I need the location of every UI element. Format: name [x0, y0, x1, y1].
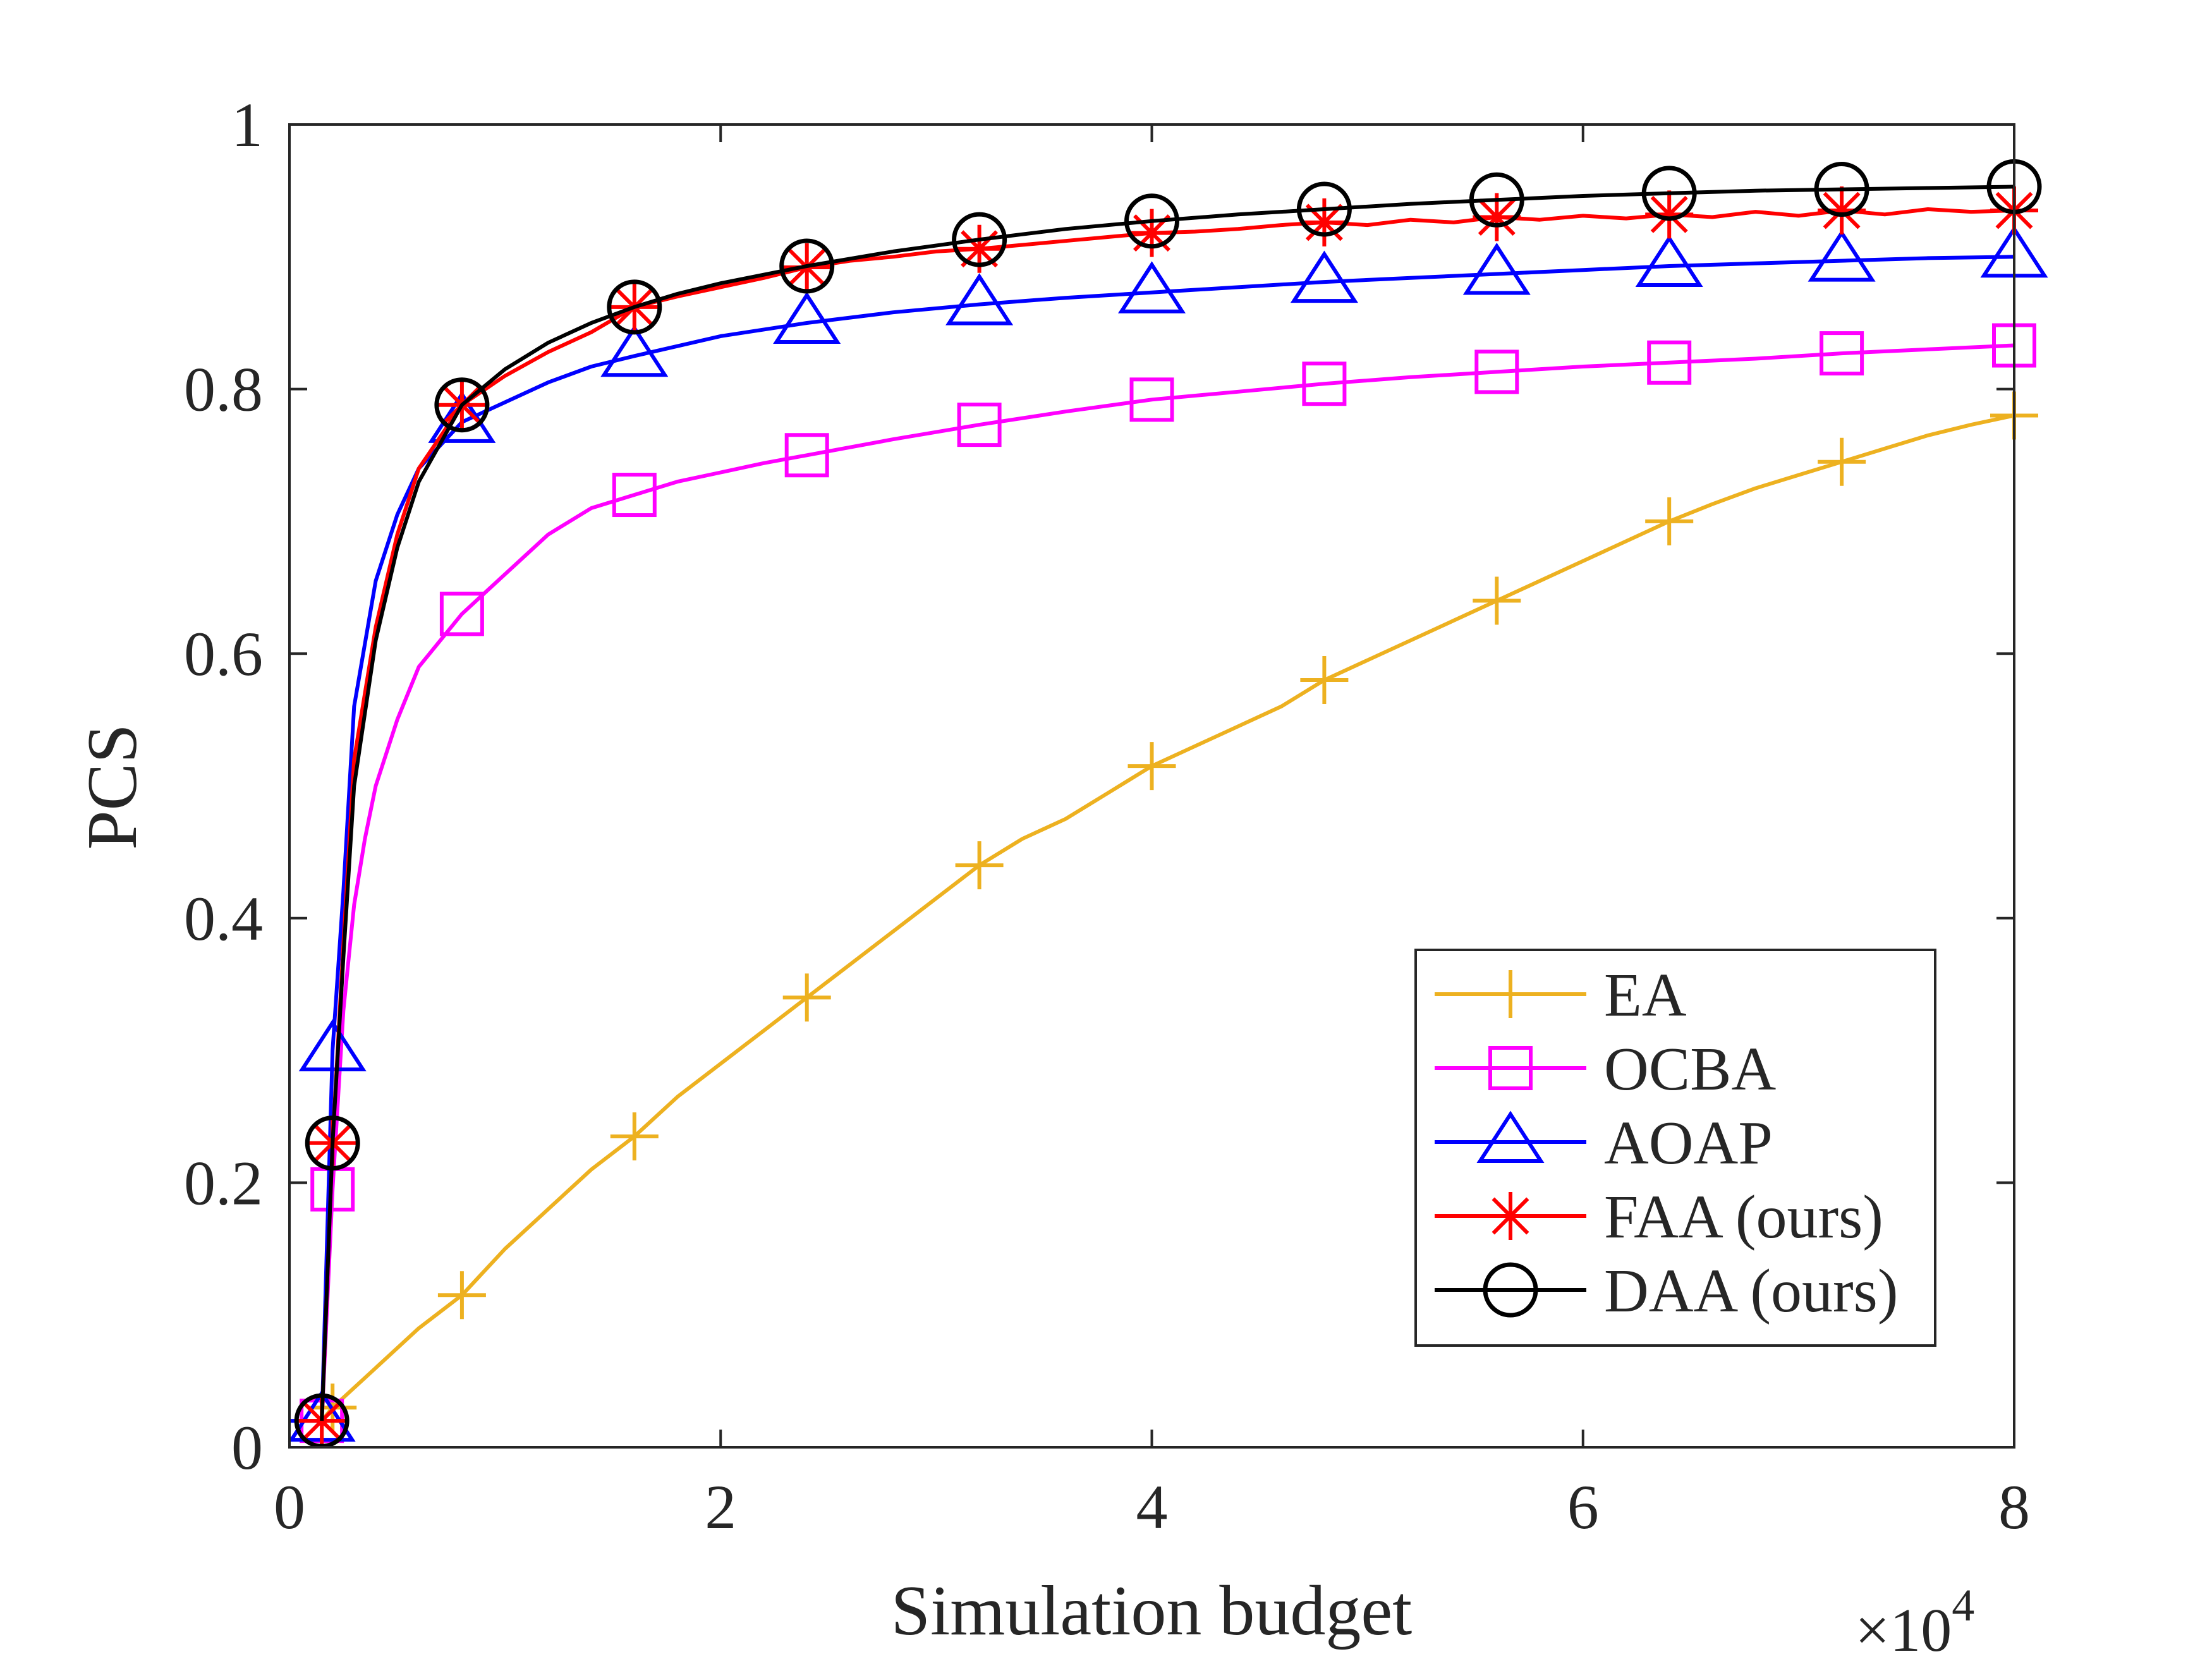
legend-entry-faa-ours: FAA (ours) — [1435, 1183, 1883, 1251]
data-point-daa-ours — [305, 1115, 360, 1171]
data-point-ea — [610, 1112, 659, 1161]
legend-label-ea: EA — [1604, 961, 1687, 1030]
plot-frame — [288, 123, 2015, 1449]
data-point-ea — [1300, 656, 1349, 705]
data-point-faa-ours — [955, 224, 1004, 273]
data-point-aoap — [1462, 242, 1531, 295]
x-exponent-base: ×10 — [1855, 1596, 1952, 1659]
x-tick-label: 8 — [1998, 1472, 2030, 1542]
series-line-daa-ours — [320, 185, 2015, 1421]
data-point-daa-ours — [1296, 181, 1352, 237]
x-tick-label: 4 — [1136, 1472, 1168, 1542]
y-axis-label: PCS — [73, 724, 152, 849]
data-point-ocba — [439, 592, 484, 636]
series-ea — [298, 391, 2038, 1445]
data-point-ea — [1645, 497, 1694, 545]
data-point-ea — [782, 973, 831, 1022]
series-layer — [288, 159, 2048, 1449]
data-point-ea — [955, 841, 1004, 890]
legend-entry-daa-ours: DAA (ours) — [1435, 1257, 1898, 1325]
y-tick-label: 0.6 — [184, 619, 263, 689]
x-axis-label: Simulation budget — [891, 1572, 1412, 1650]
data-point-daa-ours — [607, 279, 662, 335]
data-point-daa-ours — [1641, 166, 1697, 221]
legend-entry-ea: EA — [1435, 961, 1687, 1030]
data-point-faa-ours — [1127, 209, 1176, 257]
data-point-aoap — [298, 1019, 367, 1072]
series-line-aoap — [289, 255, 2015, 1423]
data-point-faa-ours — [1300, 198, 1349, 246]
data-point-faa-ours — [1645, 190, 1694, 239]
y-tick-label: 0 — [231, 1413, 263, 1483]
legend-entry-aoap: AOAP — [1435, 1109, 1773, 1177]
y-tick-label: 0.4 — [184, 884, 263, 954]
data-point-ea — [437, 1271, 486, 1320]
data-point-aoap — [773, 291, 841, 344]
data-point-daa-ours — [1814, 162, 1869, 217]
legend-label-ocba: OCBA — [1604, 1035, 1777, 1103]
y-tick-label: 1 — [231, 90, 263, 160]
data-point-ea — [1818, 437, 1866, 486]
legend-marker-faa-ours — [1486, 1192, 1534, 1240]
legend-marker-aoap — [1476, 1110, 1545, 1163]
data-point-ocba — [784, 433, 829, 478]
data-point-aoap — [945, 273, 1014, 325]
y-tick-label: 0.2 — [184, 1148, 263, 1218]
data-point-aoap — [1290, 250, 1358, 303]
data-point-faa-ours — [1473, 193, 1521, 241]
data-point-ea — [1473, 576, 1521, 625]
data-point-aoap — [600, 324, 669, 377]
x-exponent-label: ×104 — [1855, 1580, 1974, 1659]
series-ocba — [300, 323, 2036, 1443]
data-point-ocba — [1647, 340, 1692, 385]
data-point-aoap — [1635, 234, 1703, 287]
data-point-ocba — [612, 473, 657, 518]
legend-marker-ea — [1486, 970, 1534, 1018]
legend-label-daa-ours: DAA (ours) — [1604, 1257, 1898, 1325]
data-point-daa-ours — [434, 377, 490, 433]
data-point-daa-ours — [1124, 193, 1179, 249]
series-line-ocba — [320, 343, 2015, 1421]
x-exponent-power: 4 — [1952, 1580, 1974, 1631]
data-point-ocba — [1129, 377, 1174, 422]
legend-label-faa-ours: FAA (ours) — [1604, 1183, 1883, 1251]
x-tick-label: 0 — [274, 1472, 305, 1542]
data-point-faa-ours — [1818, 186, 1866, 235]
legend-entry-ocba: OCBA — [1435, 1035, 1777, 1103]
data-point-ocba — [1474, 349, 1519, 394]
data-point-aoap — [1808, 229, 1876, 282]
legend-marker-ocba — [1488, 1046, 1533, 1090]
data-point-ocba — [1302, 362, 1347, 406]
legend-box — [1414, 949, 1936, 1347]
data-point-ocba — [957, 403, 1002, 447]
y-tick-label: 0.8 — [184, 355, 263, 425]
data-point-daa-ours — [779, 238, 835, 294]
data-point-ea — [1127, 742, 1176, 791]
tick-labels-layer: 0 2 4 6 8 0 0.2 0.4 0.6 0.8 1 — [184, 90, 2030, 1542]
data-point-faa-ours — [298, 1397, 346, 1445]
x-tick-label: 2 — [705, 1472, 736, 1542]
data-point-daa-ours — [952, 212, 1007, 267]
data-point-aoap — [1117, 261, 1186, 313]
data-point-ocba — [1820, 331, 1864, 376]
legend-marker-daa-ours — [1483, 1262, 1538, 1318]
data-point-daa-ours — [1469, 172, 1524, 228]
x-tick-label: 6 — [1567, 1472, 1599, 1542]
legend-label-aoap: AOAP — [1604, 1109, 1773, 1177]
